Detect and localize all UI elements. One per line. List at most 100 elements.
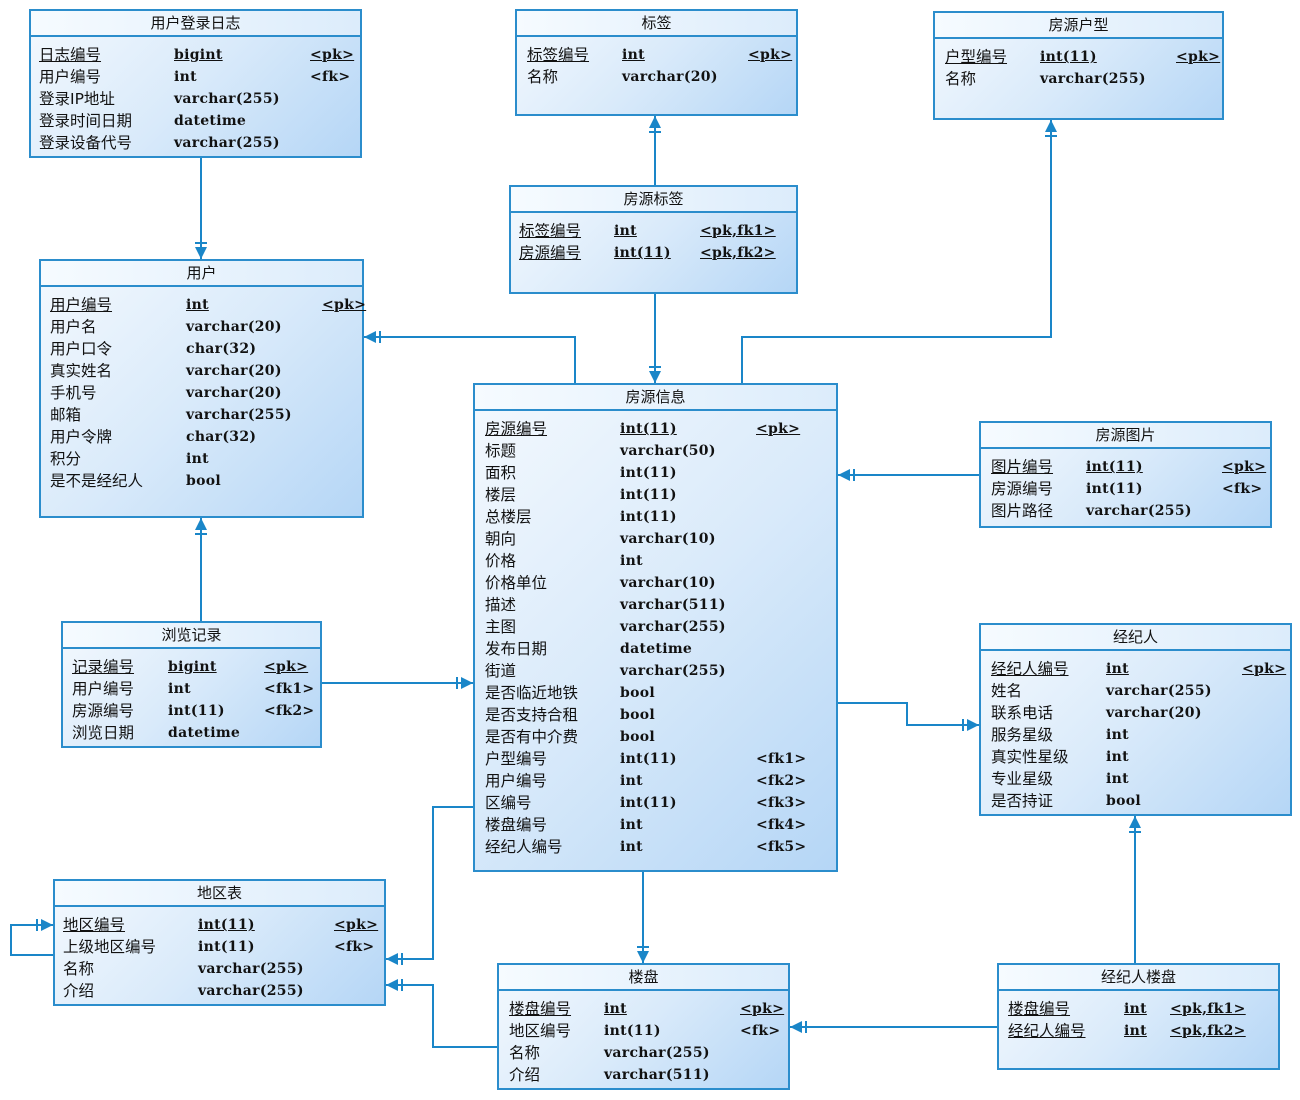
- column-row[interactable]: 户型编号 int(11) <fk1>: [475, 748, 836, 770]
- column-row[interactable]: 地区编号 int(11) <pk>: [55, 914, 384, 936]
- column-row[interactable]: 用户编号 int <fk2>: [475, 770, 836, 792]
- column-row[interactable]: 真实姓名 varchar(20): [41, 360, 362, 382]
- entity-table[interactable]: 经纪人楼盘 楼盘编号 int <pk,fk1> 经纪人编号 int <pk,fk2>: [997, 963, 1280, 1070]
- arrow-head-icon: [967, 719, 979, 731]
- column-name: 区编号: [485, 794, 532, 812]
- column-row[interactable]: 经纪人编号 int <pk,fk2>: [999, 1020, 1278, 1042]
- column-type: int: [1106, 727, 1129, 743]
- column-name: 楼层: [485, 486, 517, 504]
- entity-table[interactable]: 地区表 地区编号 int(11) <pk> 上级地区编号 int(11) <fk> 名称 var…: [53, 879, 386, 1006]
- entity-table[interactable]: 房源信息 房源编号 int(11) <pk> 标题 varchar(50) 面积 int(11…: [473, 383, 838, 872]
- column-row[interactable]: 是否持证 bool: [981, 790, 1290, 812]
- column-row[interactable]: 用户编号 int <fk>: [31, 66, 360, 88]
- column-row[interactable]: 用户编号 int <fk1>: [63, 678, 320, 700]
- column-name: 邮箱: [50, 406, 82, 424]
- entity-table[interactable]: 标签 标签编号 int <pk> 名称 varchar(20): [515, 9, 798, 116]
- column-name: 用户名: [50, 318, 97, 336]
- relationship-line[interactable]: [364, 336, 576, 383]
- column-row[interactable]: 标题 varchar(50): [475, 440, 836, 462]
- column-type: int(11): [614, 245, 671, 261]
- entity-table[interactable]: 用户 用户编号 int <pk> 用户名 varchar(20) 用户口令 char(32) 真…: [39, 259, 366, 518]
- column-row[interactable]: 日志编号 bigint <pk>: [31, 44, 360, 66]
- column-row[interactable]: 楼层 int(11): [475, 484, 836, 506]
- column-row[interactable]: 浏览日期 datetime: [63, 722, 320, 744]
- column-row[interactable]: 标签编号 int <pk,fk1>: [511, 220, 796, 242]
- arrow-head-icon: [649, 371, 661, 383]
- column-key: <fk1>: [756, 751, 807, 767]
- column-row[interactable]: 朝向 varchar(10): [475, 528, 836, 550]
- column-row[interactable]: 用户名 varchar(20): [41, 316, 362, 338]
- relationship-line[interactable]: [741, 120, 1052, 383]
- column-row[interactable]: 房源编号 int(11) <fk>: [981, 478, 1270, 500]
- column-type: varchar(255): [198, 983, 304, 999]
- column-row[interactable]: 房源编号 int(11) <pk,fk2>: [511, 242, 796, 264]
- column-key: <fk5>: [756, 839, 807, 855]
- column-row[interactable]: 是否有中介费 bool: [475, 726, 836, 748]
- column-row[interactable]: 专业星级 int: [981, 768, 1290, 790]
- column-row[interactable]: 主图 varchar(255): [475, 616, 836, 638]
- column-row[interactable]: 名称 varchar(20): [517, 66, 796, 88]
- column-row[interactable]: 描述 varchar(511): [475, 594, 836, 616]
- column-row[interactable]: 是不是经纪人 bool: [41, 470, 362, 492]
- column-row[interactable]: 街道 varchar(255): [475, 660, 836, 682]
- column-row[interactable]: 姓名 varchar(255): [981, 680, 1290, 702]
- column-row[interactable]: 联系电话 varchar(20): [981, 702, 1290, 724]
- column-row[interactable]: 房源编号 int(11) <fk2>: [63, 700, 320, 722]
- column-row[interactable]: 记录编号 bigint <pk>: [63, 656, 320, 678]
- relationship-line[interactable]: [386, 806, 473, 960]
- column-row[interactable]: 登录时间日期 datetime: [31, 110, 360, 132]
- column-row[interactable]: 名称 varchar(255): [499, 1042, 788, 1064]
- column-row[interactable]: 经纪人编号 int <fk5>: [475, 836, 836, 858]
- column-row[interactable]: 区编号 int(11) <fk3>: [475, 792, 836, 814]
- entity-table[interactable]: 房源户型 户型编号 int(11) <pk> 名称 varchar(255): [933, 11, 1224, 120]
- column-row[interactable]: 用户编号 int <pk>: [41, 294, 366, 316]
- column-row[interactable]: 登录IP地址 varchar(255): [31, 88, 360, 110]
- column-row[interactable]: 房源编号 int(11) <pk>: [475, 418, 836, 440]
- relationship-line[interactable]: [10, 924, 53, 956]
- column-type: int(11): [1086, 481, 1143, 497]
- column-row[interactable]: 上级地区编号 int(11) <fk>: [55, 936, 384, 958]
- column-row[interactable]: 介绍 varchar(255): [55, 980, 384, 1002]
- column-row[interactable]: 价格 int: [475, 550, 836, 572]
- column-row[interactable]: 楼盘编号 int <fk4>: [475, 814, 836, 836]
- entity-table[interactable]: 房源图片 图片编号 int(11) <pk> 房源编号 int(11) <fk> 图片路径 va…: [979, 421, 1272, 528]
- relationship-line[interactable]: [838, 702, 979, 726]
- column-row[interactable]: 介绍 varchar(511): [499, 1064, 788, 1086]
- arrow-head-icon: [1129, 816, 1141, 828]
- column-row[interactable]: 经纪人编号 int <pk>: [981, 658, 1290, 680]
- column-row[interactable]: 服务星级 int: [981, 724, 1290, 746]
- column-row[interactable]: 标签编号 int <pk>: [517, 44, 796, 66]
- column-row[interactable]: 手机号 varchar(20): [41, 382, 362, 404]
- column-type: bool: [620, 707, 655, 723]
- entity-table[interactable]: 楼盘 楼盘编号 int <pk> 地区编号 int(11) <fk> 名称 varchar(25…: [497, 963, 790, 1090]
- column-row[interactable]: 名称 varchar(255): [55, 958, 384, 980]
- column-type: varchar(20): [186, 319, 282, 335]
- column-row[interactable]: 图片路径 varchar(255): [981, 500, 1270, 522]
- entity-table[interactable]: 经纪人 经纪人编号 int <pk> 姓名 varchar(255) 联系电话 varchar…: [979, 623, 1292, 816]
- column-key: <pk,fk1>: [1170, 1001, 1246, 1017]
- column-row[interactable]: 价格单位 varchar(10): [475, 572, 836, 594]
- column-row[interactable]: 楼盘编号 int <pk>: [499, 998, 788, 1020]
- column-row[interactable]: 用户令牌 char(32): [41, 426, 362, 448]
- column-row[interactable]: 楼盘编号 int <pk,fk1>: [999, 998, 1278, 1020]
- column-row[interactable]: 总楼层 int(11): [475, 506, 836, 528]
- column-row[interactable]: 积分 int: [41, 448, 362, 470]
- arrow-head-icon: [41, 919, 53, 931]
- column-name: 图片编号: [991, 458, 1054, 476]
- column-row[interactable]: 登录设备代号 varchar(255): [31, 132, 360, 154]
- entity-table[interactable]: 用户登录日志 日志编号 bigint <pk> 用户编号 int <fk> 登录IP地址 var…: [29, 9, 362, 158]
- column-row[interactable]: 用户口令 char(32): [41, 338, 362, 360]
- column-row[interactable]: 是否临近地铁 bool: [475, 682, 836, 704]
- column-row[interactable]: 发布日期 datetime: [475, 638, 836, 660]
- column-row[interactable]: 面积 int(11): [475, 462, 836, 484]
- column-row[interactable]: 是否支持合租 bool: [475, 704, 836, 726]
- column-row[interactable]: 地区编号 int(11) <fk>: [499, 1020, 788, 1042]
- relationship-line[interactable]: [386, 984, 497, 1048]
- column-row[interactable]: 户型编号 int(11) <pk>: [935, 46, 1222, 68]
- entity-table[interactable]: 房源标签 标签编号 int <pk,fk1> 房源编号 int(11) <pk,fk2>: [509, 185, 798, 294]
- column-row[interactable]: 图片编号 int(11) <pk>: [981, 456, 1270, 478]
- column-row[interactable]: 邮箱 varchar(255): [41, 404, 362, 426]
- entity-table[interactable]: 浏览记录 记录编号 bigint <pk> 用户编号 int <fk1> 房源编号 int(11…: [61, 621, 322, 748]
- column-row[interactable]: 真实性星级 int: [981, 746, 1290, 768]
- column-row[interactable]: 名称 varchar(255): [935, 68, 1222, 90]
